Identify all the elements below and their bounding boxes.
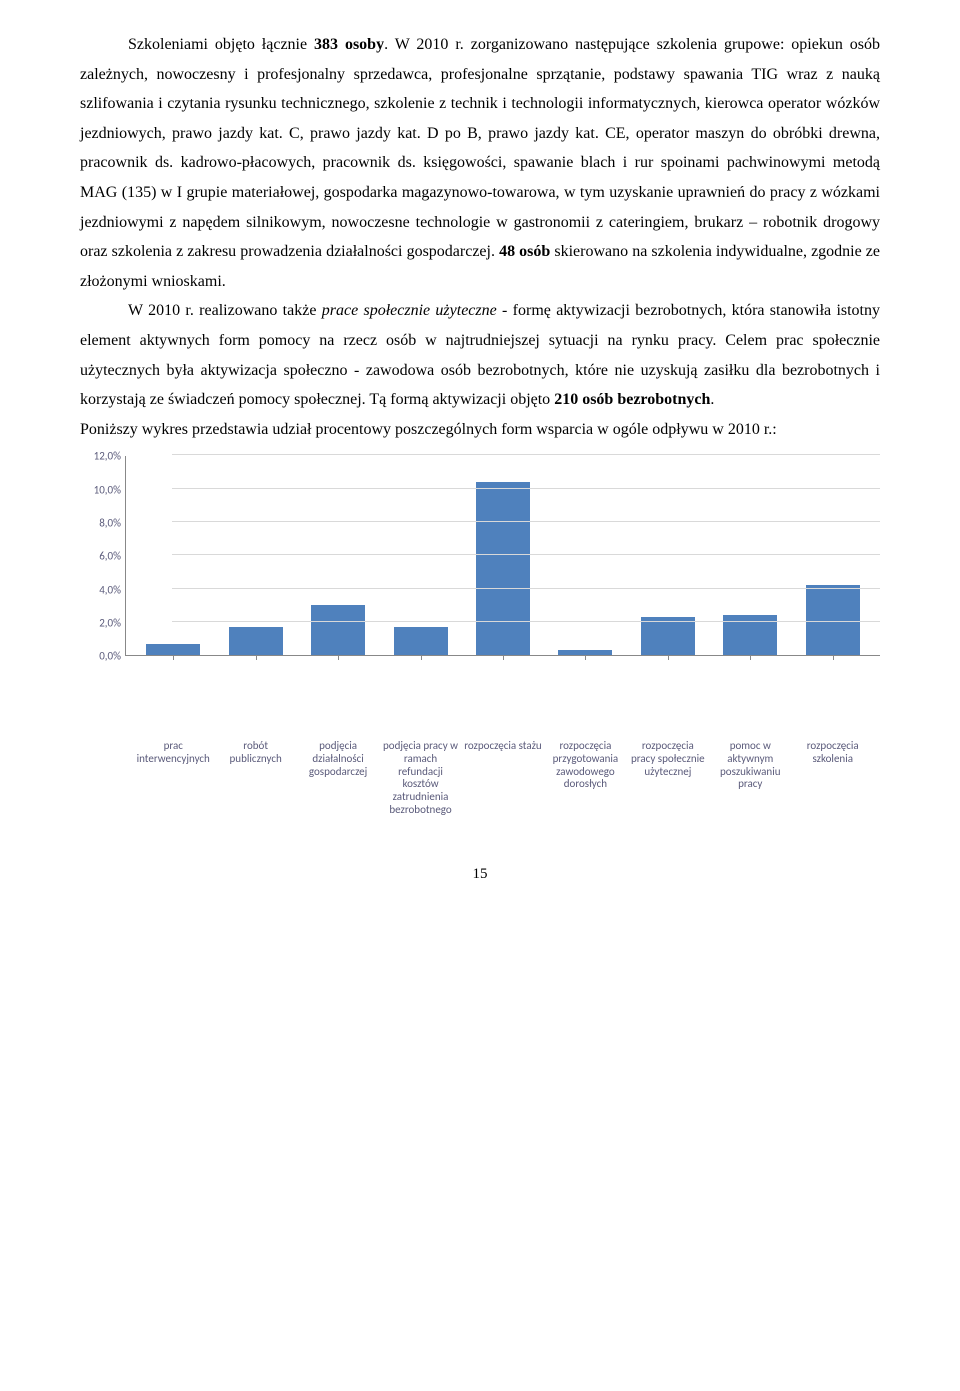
y-tick-label: 2,0% bbox=[99, 616, 121, 629]
chart-plot-area: 0,0%2,0%4,0%6,0%8,0%10,0%12,0% bbox=[80, 456, 880, 736]
x-axis-labels: prac interwencyjnychrobót publicznychpod… bbox=[126, 736, 880, 816]
x-axis-label: robót publicznych bbox=[214, 740, 296, 816]
y-tick-label: 10,0% bbox=[94, 483, 121, 496]
text-bold: 48 osób bbox=[499, 243, 550, 260]
x-tickmark bbox=[668, 655, 669, 660]
plot bbox=[126, 456, 880, 656]
x-axis-label: prac interwencyjnych bbox=[132, 740, 214, 816]
gridline bbox=[172, 588, 880, 589]
bar bbox=[229, 627, 283, 655]
x-tickmark bbox=[585, 655, 586, 660]
x-axis-label: podjęcia działalności gospodarczej bbox=[297, 740, 379, 816]
x-axis-label: rozpoczęcia szkolenia bbox=[792, 740, 874, 816]
bar-slot bbox=[792, 456, 874, 655]
x-axis-label: rozpoczęcia pracy społecznie użytecznej bbox=[627, 740, 709, 816]
gridline bbox=[172, 521, 880, 522]
bar-slot bbox=[544, 456, 626, 655]
bar-slot bbox=[709, 456, 791, 655]
x-tickmark bbox=[421, 655, 422, 660]
gridline bbox=[172, 554, 880, 555]
bar bbox=[394, 627, 448, 655]
bars-container bbox=[126, 456, 880, 655]
paragraph-3: Poniższy wykres przedstawia udział proce… bbox=[80, 415, 880, 445]
y-tick-label: 4,0% bbox=[99, 583, 121, 596]
x-tickmark bbox=[338, 655, 339, 660]
text: Szkoleniami objęto łącznie bbox=[128, 36, 314, 53]
gridline bbox=[172, 454, 880, 455]
text-bold: 383 osoby bbox=[314, 36, 384, 53]
bar bbox=[146, 644, 200, 656]
y-tick-label: 0,0% bbox=[99, 650, 121, 663]
y-axis: 0,0%2,0%4,0%6,0%8,0%10,0%12,0% bbox=[80, 456, 126, 656]
bar-slot bbox=[462, 456, 544, 655]
y-tick-label: 6,0% bbox=[99, 550, 121, 563]
bar bbox=[311, 605, 365, 655]
x-tickmark bbox=[833, 655, 834, 660]
paragraph-1: Szkoleniami objęto łącznie 383 osoby. W … bbox=[80, 30, 880, 296]
bar bbox=[641, 617, 695, 655]
text-italic: prace społecznie użyteczne bbox=[322, 302, 497, 319]
text: W 2010 r. realizowano także bbox=[128, 302, 322, 319]
bar-slot bbox=[132, 456, 214, 655]
x-tickmark bbox=[503, 655, 504, 660]
bar bbox=[476, 482, 530, 655]
x-tickmark bbox=[750, 655, 751, 660]
x-axis-label: pomoc w aktywnym poszukiwaniu pracy bbox=[709, 740, 791, 816]
gridline bbox=[172, 488, 880, 489]
page-number: 15 bbox=[80, 866, 880, 883]
bar-slot bbox=[297, 456, 379, 655]
x-axis-label: rozpoczęcia stażu bbox=[462, 740, 544, 816]
text-bold: 210 osób bezrobotnych bbox=[554, 391, 710, 408]
text: . W 2010 r. zorganizowano następujące sz… bbox=[80, 36, 880, 260]
y-tick-label: 12,0% bbox=[94, 450, 121, 463]
paragraph-2: W 2010 r. realizowano także prace społec… bbox=[80, 296, 880, 414]
x-tickmark bbox=[256, 655, 257, 660]
x-axis-label: rozpoczęcia przygotowania zawodowego dor… bbox=[544, 740, 626, 816]
bar-slot bbox=[214, 456, 296, 655]
bar-chart: 0,0%2,0%4,0%6,0%8,0%10,0%12,0% prac inte… bbox=[80, 456, 880, 816]
x-tickmark bbox=[173, 655, 174, 660]
bar-slot bbox=[627, 456, 709, 655]
x-axis-label: podjęcia pracy w ramach refundacji koszt… bbox=[379, 740, 461, 816]
bar-slot bbox=[379, 456, 461, 655]
text: . bbox=[710, 391, 714, 408]
gridline bbox=[172, 621, 880, 622]
y-tick-label: 8,0% bbox=[99, 516, 121, 529]
